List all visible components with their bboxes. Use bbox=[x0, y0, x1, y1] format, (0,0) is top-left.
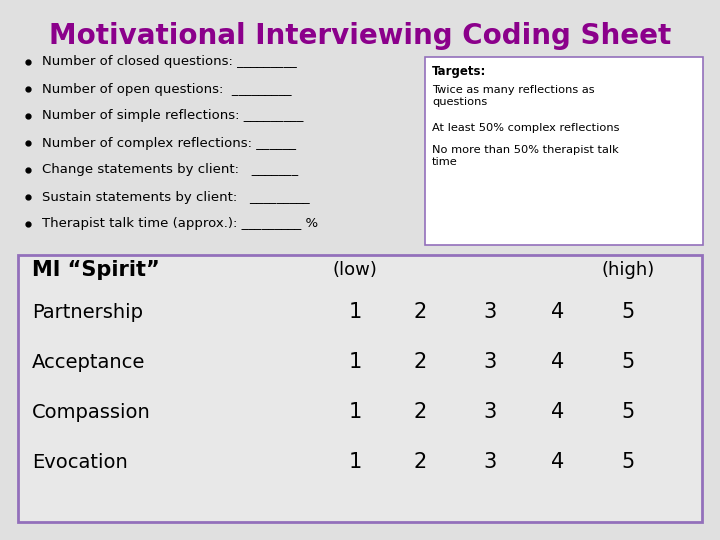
Text: (high): (high) bbox=[601, 261, 654, 279]
Text: 5: 5 bbox=[621, 452, 634, 472]
Text: 2: 2 bbox=[413, 452, 427, 472]
Text: 3: 3 bbox=[483, 302, 497, 322]
Text: 4: 4 bbox=[552, 452, 564, 472]
Text: (low): (low) bbox=[333, 261, 377, 279]
Text: 4: 4 bbox=[552, 402, 564, 422]
Text: 3: 3 bbox=[483, 452, 497, 472]
Text: No more than 50% therapist talk
time: No more than 50% therapist talk time bbox=[432, 145, 618, 167]
Text: Partnership: Partnership bbox=[32, 302, 143, 321]
Text: 5: 5 bbox=[621, 352, 634, 372]
Text: 2: 2 bbox=[413, 402, 427, 422]
Text: 5: 5 bbox=[621, 402, 634, 422]
Text: 4: 4 bbox=[552, 302, 564, 322]
Text: Number of simple reflections: _________: Number of simple reflections: _________ bbox=[42, 110, 303, 123]
Text: 1: 1 bbox=[348, 302, 361, 322]
Text: At least 50% complex reflections: At least 50% complex reflections bbox=[432, 123, 619, 133]
Text: Therapist talk time (approx.): _________ %: Therapist talk time (approx.): _________… bbox=[42, 218, 318, 231]
Text: MI “Spirit”: MI “Spirit” bbox=[32, 260, 160, 280]
Text: 5: 5 bbox=[621, 302, 634, 322]
Text: 3: 3 bbox=[483, 352, 497, 372]
Text: Twice as many reflections as
questions: Twice as many reflections as questions bbox=[432, 85, 595, 107]
Text: 4: 4 bbox=[552, 352, 564, 372]
Text: 1: 1 bbox=[348, 352, 361, 372]
Text: Motivational Interviewing Coding Sheet: Motivational Interviewing Coding Sheet bbox=[49, 22, 671, 50]
Text: 1: 1 bbox=[348, 452, 361, 472]
Text: 2: 2 bbox=[413, 352, 427, 372]
Text: Sustain statements by client:   _________: Sustain statements by client: _________ bbox=[42, 191, 310, 204]
Text: 2: 2 bbox=[413, 302, 427, 322]
Text: Acceptance: Acceptance bbox=[32, 353, 145, 372]
Text: Number of open questions:  _________: Number of open questions: _________ bbox=[42, 83, 292, 96]
Text: Change statements by client:   _______: Change statements by client: _______ bbox=[42, 164, 298, 177]
FancyBboxPatch shape bbox=[425, 57, 703, 245]
Text: 1: 1 bbox=[348, 402, 361, 422]
FancyBboxPatch shape bbox=[18, 255, 702, 522]
Text: Evocation: Evocation bbox=[32, 453, 127, 471]
Text: Compassion: Compassion bbox=[32, 402, 150, 422]
Text: Number of closed questions: _________: Number of closed questions: _________ bbox=[42, 56, 297, 69]
Text: Number of complex reflections: ______: Number of complex reflections: ______ bbox=[42, 137, 296, 150]
Text: Targets:: Targets: bbox=[432, 65, 487, 78]
Text: 3: 3 bbox=[483, 402, 497, 422]
